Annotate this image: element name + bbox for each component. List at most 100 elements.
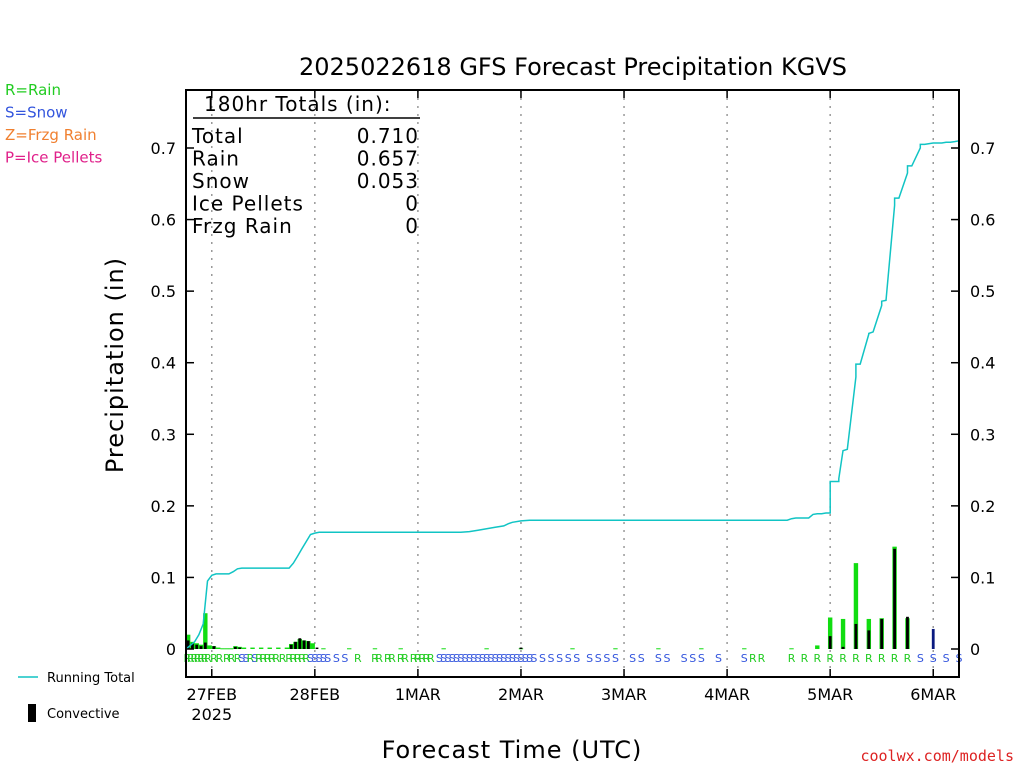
totals-header: 180hr Totals (in): (204, 92, 392, 116)
precip-type-label: R (223, 652, 231, 665)
convective-bar (828, 636, 832, 649)
precip-bar (207, 645, 212, 649)
precip-type-label: S (243, 652, 250, 665)
convective-bars (186, 548, 935, 649)
convective-bar (931, 628, 935, 649)
precip-type-label: S (517, 652, 524, 665)
y-tick-label-right: 0 (970, 640, 980, 659)
precip-bar (853, 563, 859, 649)
precip-type-label: S (565, 652, 572, 665)
convective-bar (289, 644, 293, 649)
y-axis-ticks: 0 00.1 0.10.2 0.20.3 0.30.4 0.40.5 0.50.6 0.60.… (151, 139, 996, 659)
precip-type-label: R (302, 652, 310, 665)
precip-type-label: R (290, 652, 298, 665)
precip-type-label: S (629, 652, 636, 665)
precip-type-label: S (487, 652, 494, 665)
precip-type-label: S (595, 652, 602, 665)
x-tick-label: 2MAR (498, 685, 544, 704)
precip-type-label: S (539, 652, 546, 665)
precip-type-label: S (513, 652, 520, 665)
convective-bar (195, 644, 199, 649)
precip-type-label: S (500, 652, 507, 665)
precip-type-label: R (397, 652, 405, 665)
precip-type-label: S (436, 652, 443, 665)
running-total-legend-label: Running Total (47, 671, 135, 686)
precip-bar (699, 648, 704, 650)
precip-type-label: R (826, 652, 834, 665)
precip-type-label: R (194, 652, 202, 665)
x-tick-label: 1MAR (395, 685, 441, 704)
precip-type-label: R (410, 652, 418, 665)
precip-type-label: R (749, 652, 757, 665)
convective-bar (233, 646, 237, 649)
precip-bar (250, 647, 255, 649)
plot-frame (185, 89, 960, 678)
precip-type-label: S (689, 652, 696, 665)
precip-type-label: R (865, 652, 873, 665)
precip-type-label: S (440, 652, 447, 665)
precip-bar (398, 648, 403, 650)
precip-type-label: S (316, 652, 323, 665)
convective-legend-label: Convective (47, 707, 120, 722)
precip-type-legend: R=Rain S=Snow Z=Frzg Rain P=Ice Pellets (5, 81, 102, 167)
precip-type-label: S (556, 652, 563, 665)
type-legend-item: R=Rain (5, 81, 61, 99)
y-tick-label-right: 0.6 (970, 211, 995, 230)
precip-bar (441, 648, 446, 650)
precip-bar (216, 647, 221, 649)
precip-type-label: R (268, 652, 276, 665)
precip-bar (656, 648, 661, 650)
precip-bar (220, 648, 225, 650)
totals-row-label: Ice Pellets (192, 192, 304, 216)
precip-type-label: R (852, 652, 860, 665)
x-tick-label: 4MAR (704, 685, 750, 704)
precip-type-label: R (813, 652, 821, 665)
precip-bar (310, 643, 315, 649)
precip-type-label: R (384, 652, 392, 665)
y-axis-title: Precipitation (in) (101, 257, 129, 473)
precip-type-label: R (904, 652, 912, 665)
precip-type-label: S (681, 652, 688, 665)
precip-type-label: R (228, 652, 236, 665)
precip-bar (789, 648, 794, 650)
precip-type-label: R (210, 652, 218, 665)
convective-bar (306, 641, 310, 649)
precip-bar (267, 647, 272, 649)
convective-bar (302, 640, 306, 649)
precip-bar (241, 647, 247, 649)
precip-type-label: S (479, 652, 486, 665)
precip-type-label: S (496, 652, 503, 665)
precip-type-label: S (509, 652, 516, 665)
type-legend-item: S=Snow (5, 104, 68, 122)
precip-type-label: R (414, 652, 422, 665)
y-tick-label-left: 0.6 (151, 211, 176, 230)
precip-type-label: S (612, 652, 619, 665)
precip-bar (570, 648, 575, 650)
convective-bar (238, 647, 242, 649)
precip-type-label: R (294, 652, 302, 665)
convective-bar (203, 642, 207, 649)
precip-type-label: R (247, 652, 255, 665)
convective-bar (199, 646, 203, 649)
precip-type-label: S (341, 652, 348, 665)
precip-type-label: S (715, 652, 722, 665)
precip-type-label: S (548, 652, 555, 665)
precip-type-label: S (526, 652, 533, 665)
totals-box: 180hr Totals (in): Total 0.710 Rain 0.657 Sn… (191, 92, 420, 238)
convective-bar (294, 641, 297, 649)
y-tick-label-left: 0.3 (151, 425, 176, 444)
y-tick-label-left: 0.2 (151, 497, 176, 516)
precip-type-label: S (943, 652, 950, 665)
precip-type-label: S (638, 652, 645, 665)
type-legend-item: Z=Frzg Rain (5, 126, 97, 144)
y-tick-label-right: 0.2 (970, 497, 995, 516)
x-axis-title: Forecast Time (UTC) (382, 736, 643, 764)
precip-type-label: S (453, 652, 460, 665)
precip-bar (742, 648, 747, 650)
precip-bar (258, 647, 264, 649)
convective-bar (854, 623, 858, 649)
convective-bar (867, 630, 871, 649)
x-tick-sublabel: 2025 (191, 705, 232, 724)
